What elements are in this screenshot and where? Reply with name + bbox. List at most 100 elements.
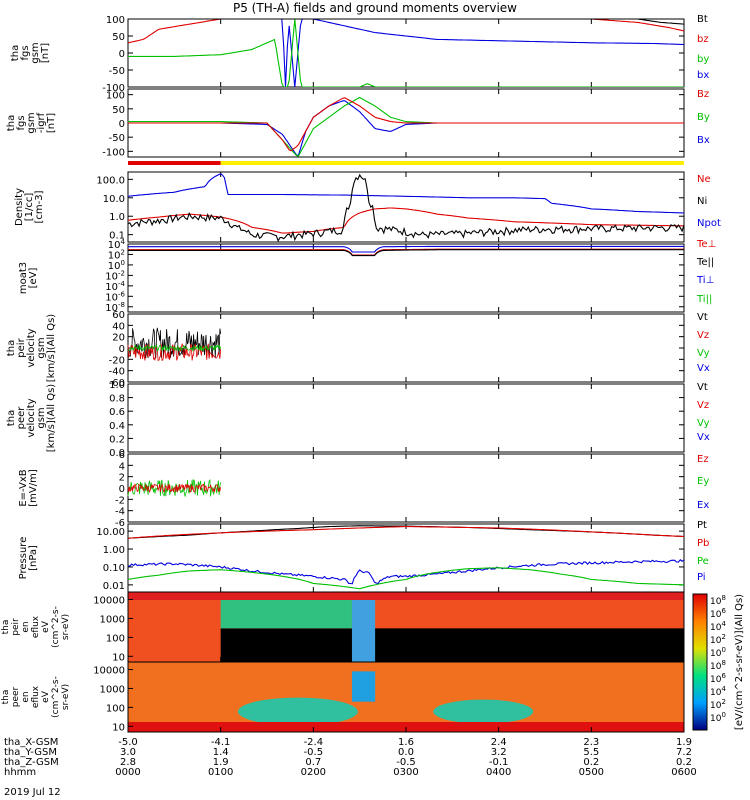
orbit-row-value: -0.5	[304, 747, 324, 758]
y-tick-label: -4	[115, 507, 125, 518]
panel-frame	[127, 243, 685, 313]
spectrogram-peir_en_eflux	[127, 591, 685, 663]
y-axis-label: peir	[16, 337, 27, 357]
y-axis-label: tha	[1, 690, 11, 705]
y-tick-label: 100	[106, 633, 125, 644]
y-tick-label: 102	[108, 248, 125, 261]
y-tick-label: 60	[112, 310, 125, 321]
y-axis-label: eflux	[31, 685, 41, 708]
y-tick-label: 1.0	[109, 212, 125, 223]
legend-ey: Ey	[697, 476, 709, 487]
y-axis-label: [1/cc]	[24, 193, 35, 222]
mode-bar-fast	[220, 161, 684, 165]
colorbar-tick-label: 102	[710, 633, 726, 646]
series-pi	[128, 559, 684, 585]
panel-temperature	[127, 243, 685, 313]
y-tick-label: 2	[119, 473, 125, 484]
orbit-row-value: 1.6	[398, 737, 414, 748]
legend-bx: Bx	[697, 135, 710, 146]
legend-vz: Vz	[697, 400, 709, 411]
y-tick-label: -20	[109, 355, 125, 366]
y-axis-label: moat3	[18, 262, 29, 294]
spectrogram-blob	[237, 697, 358, 726]
y-axis-label: [nPa]	[28, 545, 39, 571]
series-noise-00c000	[127, 344, 222, 352]
legend-vx: Vx	[697, 363, 710, 374]
y-axis-label: eV	[41, 690, 51, 703]
spectrogram-high-band	[128, 592, 684, 600]
spectrogram-sheet-flux	[351, 592, 376, 662]
orbit-row-value: -5.0	[118, 737, 138, 748]
y-axis-label: E=-VxB	[18, 469, 29, 506]
y-axis-label: tha	[6, 115, 17, 131]
colorbar-label: [eV/(cm^2-s-sr-eV)](All Qs)	[734, 594, 745, 730]
y-axis-label: peer	[11, 686, 21, 707]
legend-bx: bx	[697, 70, 709, 81]
y-tick-label: 50	[112, 32, 125, 43]
y-tick-label: 10.00	[96, 527, 125, 538]
legend-ex: Ex	[697, 500, 709, 511]
orbit-row-value: 2.3	[583, 737, 599, 748]
panel-frame	[127, 383, 685, 453]
legend-te||: Te||	[696, 257, 714, 268]
y-tick-label: 0.4	[109, 421, 125, 432]
legend-bz: Bz	[697, 89, 709, 100]
y-tick-label: 10000	[93, 666, 125, 677]
orbit-row-value: 3.2	[491, 747, 507, 758]
orbit-row-value: 0.2	[583, 757, 599, 768]
panel-fgs_dipole	[127, 88, 685, 158]
y-axis-label: [km/s](All Qs)	[46, 384, 57, 452]
orbit-row-value: -0.1	[489, 757, 509, 768]
colorbar-tick-label: 106	[710, 672, 726, 685]
y-tick-label: 1000	[100, 684, 125, 695]
orbit-row-value: 0200	[301, 767, 326, 778]
y-axis-label: -igrf	[36, 112, 47, 133]
y-axis-label: [cm-3]	[34, 190, 45, 223]
orbit-row-value: 1.4	[213, 747, 229, 758]
y-axis-label: [eV]	[28, 268, 39, 289]
orbit-row-label: hhmm	[4, 767, 36, 778]
y-tick-label: 100	[108, 259, 125, 272]
y-tick-label: -100	[102, 83, 125, 94]
legend-by: By	[697, 112, 710, 123]
colorbar	[692, 593, 708, 731]
orbit-row-value: 0600	[671, 767, 696, 778]
y-tick-label: 10-4	[105, 280, 125, 293]
y-axis-label: velocity	[26, 328, 37, 367]
series-ti	[128, 245, 684, 253]
legend-pb: Pb	[697, 538, 709, 549]
orbit-row-value: 0.7	[305, 757, 321, 768]
legend-pt: Pt	[697, 520, 707, 531]
y-axis-label: en	[21, 621, 31, 632]
y-axis-label: tha	[6, 340, 17, 356]
orbit-row-value: 1.9	[676, 737, 692, 748]
series-bx	[128, 19, 684, 87]
y-tick-label: -2	[115, 495, 125, 506]
y-tick-label: 1000	[100, 614, 125, 625]
colorbar-tick-label: 100	[710, 711, 726, 724]
y-tick-label: 6	[119, 450, 125, 461]
y-tick-label: -60	[109, 378, 125, 389]
spectrogram-low-flux	[220, 628, 684, 662]
series-by	[128, 96, 684, 157]
orbit-row-label: tha_X-GSM	[4, 737, 58, 748]
y-axis-label: eflux	[31, 615, 41, 638]
colorbar-tick-label: 102	[710, 698, 726, 711]
y-tick-label: -50	[109, 66, 125, 77]
spectrogram-peer_en_eflux	[127, 661, 685, 733]
chart-title: P5 (TH-A) fields and ground moments over…	[233, 1, 517, 15]
y-axis-label: Pressure	[18, 537, 29, 580]
legend-ni: Ni	[697, 196, 707, 207]
y-tick-label: 0	[119, 344, 125, 355]
legend-pe: Pe	[697, 556, 709, 567]
legend-bt: Bt	[697, 14, 708, 25]
y-tick-label: 0.0	[109, 448, 125, 459]
series-noise-e00000	[127, 342, 222, 361]
y-axis-label: peir	[11, 618, 21, 636]
y-tick-label: 10000	[93, 596, 125, 607]
orbit-row-value: 0.2	[676, 757, 692, 768]
y-tick-label: 0.10	[103, 563, 125, 574]
y-tick-label: 0.01	[103, 581, 125, 592]
panel-pressure	[127, 523, 685, 593]
orbit-row-value: -2.4	[304, 737, 324, 748]
